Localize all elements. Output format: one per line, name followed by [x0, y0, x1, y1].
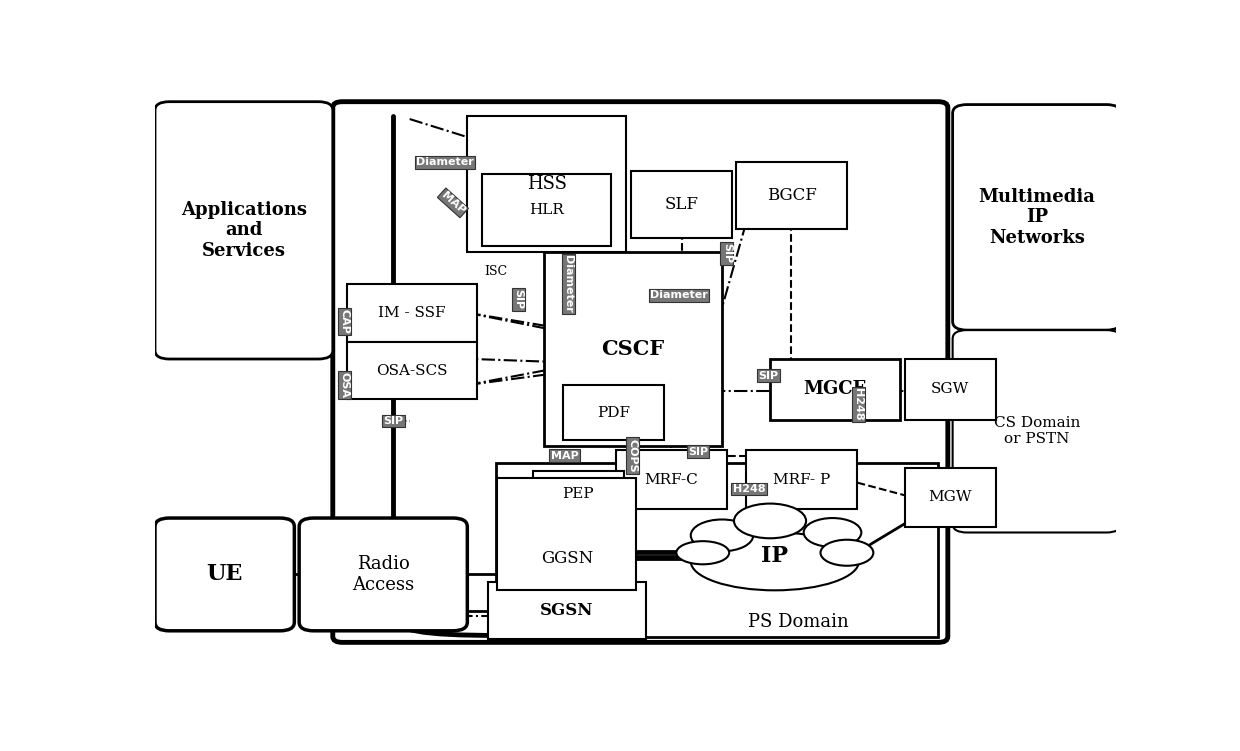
FancyBboxPatch shape: [487, 581, 646, 640]
Bar: [497, 478, 636, 590]
Text: PEP: PEP: [563, 487, 594, 502]
Ellipse shape: [676, 541, 729, 564]
FancyBboxPatch shape: [544, 252, 722, 446]
Text: Radio
Access: Radio Access: [352, 555, 414, 594]
FancyBboxPatch shape: [905, 468, 996, 526]
FancyBboxPatch shape: [155, 518, 294, 631]
Text: SLF: SLF: [665, 196, 698, 213]
Text: H248: H248: [733, 484, 765, 494]
Text: MGW: MGW: [929, 490, 972, 504]
FancyBboxPatch shape: [952, 330, 1121, 532]
Text: IM - SSF: IM - SSF: [378, 306, 446, 320]
Text: SGSN: SGSN: [541, 602, 594, 619]
Text: SIP: SIP: [383, 416, 403, 426]
Text: HSS: HSS: [527, 175, 567, 193]
Text: SGW: SGW: [931, 382, 970, 397]
Text: PS Domain: PS Domain: [749, 613, 849, 631]
Text: CAP: CAP: [340, 309, 350, 334]
FancyBboxPatch shape: [952, 104, 1121, 330]
FancyBboxPatch shape: [347, 284, 477, 342]
FancyBboxPatch shape: [631, 171, 732, 237]
Text: BGCF: BGCF: [766, 187, 817, 204]
FancyBboxPatch shape: [616, 451, 727, 509]
Text: MGCF: MGCF: [804, 380, 867, 398]
Text: CS Domain
or PSTN: CS Domain or PSTN: [993, 416, 1080, 446]
FancyBboxPatch shape: [299, 518, 467, 631]
FancyBboxPatch shape: [737, 162, 847, 229]
Text: HLR: HLR: [529, 203, 564, 217]
FancyBboxPatch shape: [481, 174, 611, 246]
Text: Diameter: Diameter: [650, 291, 708, 300]
Text: MAP: MAP: [439, 190, 466, 216]
FancyBboxPatch shape: [563, 385, 665, 440]
Text: Applications
and
Services: Applications and Services: [181, 201, 306, 260]
Ellipse shape: [691, 520, 753, 551]
Text: Multimedia
IP
Networks: Multimedia IP Networks: [978, 188, 1095, 247]
Text: SIP: SIP: [688, 447, 708, 457]
Text: SIP: SIP: [513, 289, 523, 309]
Text: OSA: OSA: [340, 372, 350, 398]
FancyBboxPatch shape: [746, 451, 857, 509]
Text: IP: IP: [761, 544, 789, 566]
FancyBboxPatch shape: [770, 359, 900, 420]
FancyBboxPatch shape: [467, 116, 626, 252]
Text: UE: UE: [207, 563, 243, 586]
Ellipse shape: [691, 532, 859, 590]
Text: MRF- P: MRF- P: [773, 473, 830, 487]
Text: SIP: SIP: [722, 243, 732, 264]
Text: OSA-SCS: OSA-SCS: [376, 363, 448, 378]
Ellipse shape: [804, 518, 862, 547]
Text: H248: H248: [853, 388, 863, 421]
FancyBboxPatch shape: [347, 342, 477, 400]
Bar: [496, 463, 939, 637]
Text: Diameter: Diameter: [563, 255, 573, 312]
FancyBboxPatch shape: [533, 471, 624, 518]
Text: COPS: COPS: [627, 439, 637, 472]
Ellipse shape: [821, 540, 873, 566]
Text: PDF: PDF: [598, 406, 630, 420]
Text: ISC: ISC: [485, 264, 507, 278]
Ellipse shape: [734, 504, 806, 538]
Text: CSCF: CSCF: [601, 339, 665, 359]
Text: GGSN: GGSN: [541, 550, 593, 567]
Text: MRF-C: MRF-C: [645, 473, 698, 487]
FancyBboxPatch shape: [155, 101, 332, 359]
Text: MAP: MAP: [551, 451, 578, 460]
Text: SIP: SIP: [758, 371, 779, 381]
FancyBboxPatch shape: [905, 359, 996, 420]
Text: Diameter: Diameter: [417, 158, 474, 167]
